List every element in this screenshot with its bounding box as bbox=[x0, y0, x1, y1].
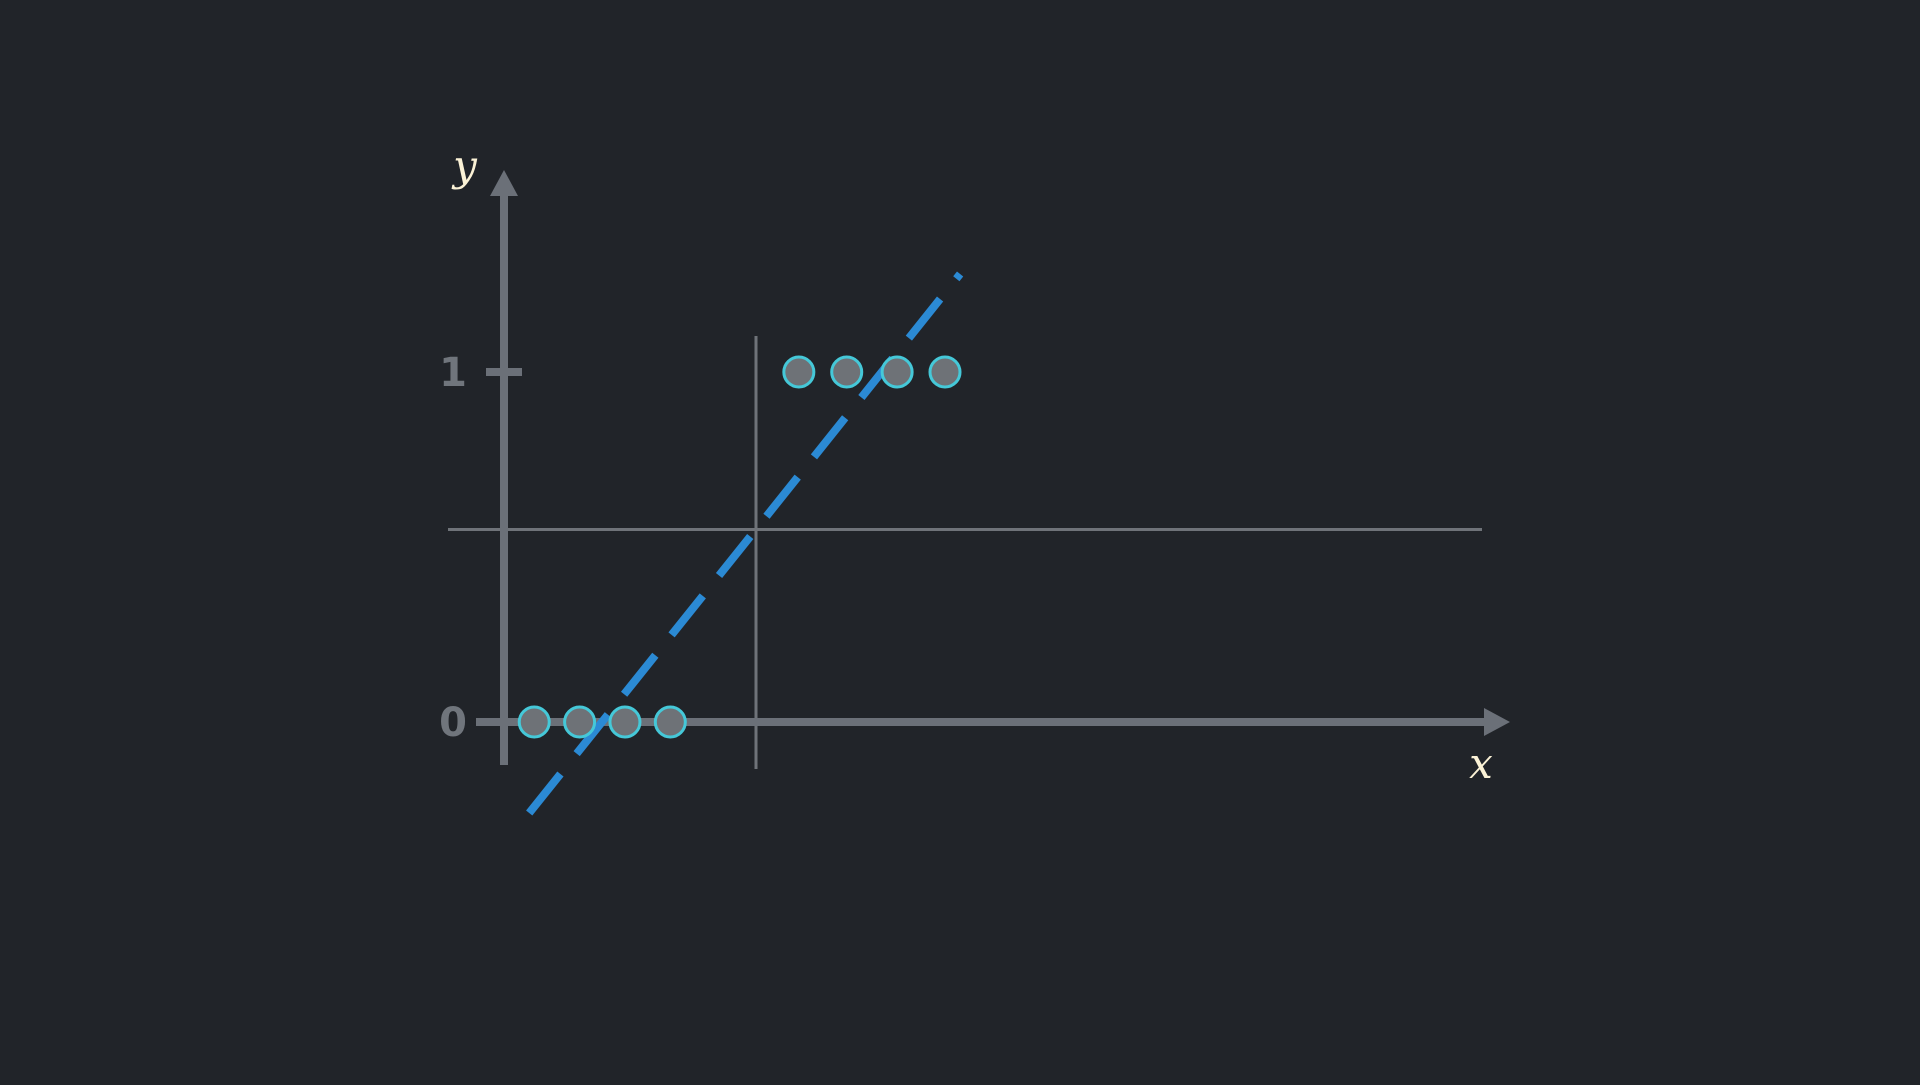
data-point bbox=[830, 355, 864, 389]
data-point bbox=[782, 355, 816, 389]
y-axis-arrow-icon bbox=[490, 170, 518, 196]
x-axis-title: x bbox=[1469, 739, 1493, 788]
y-tick-label: 1 bbox=[439, 350, 467, 396]
data-point bbox=[608, 705, 642, 739]
axis-labels: x y bbox=[451, 141, 1493, 788]
axes: 01 bbox=[439, 170, 1510, 765]
regression-line bbox=[526, 271, 964, 816]
data-point bbox=[563, 705, 597, 739]
y-axis-title: y bbox=[451, 141, 478, 190]
data-point bbox=[517, 705, 551, 739]
data-point bbox=[928, 355, 962, 389]
data-point bbox=[653, 705, 687, 739]
x-axis-arrow-icon bbox=[1484, 708, 1510, 736]
data-points bbox=[517, 355, 962, 739]
y-tick-label: 0 bbox=[439, 700, 467, 746]
fit-line bbox=[526, 271, 964, 816]
data-point bbox=[880, 355, 914, 389]
threshold-guides bbox=[448, 336, 1482, 769]
